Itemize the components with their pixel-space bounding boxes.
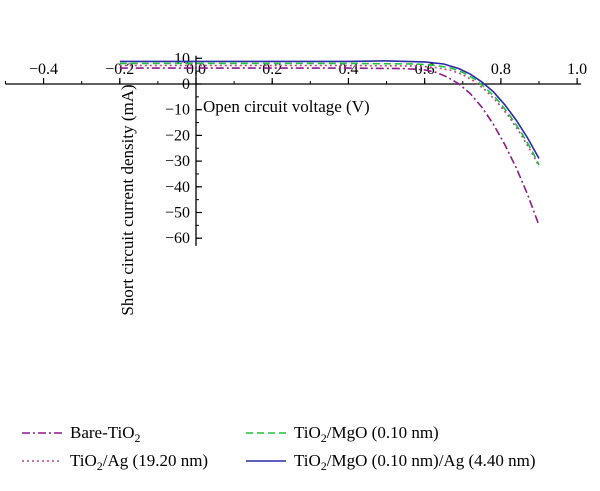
legend-label-1: TiO2/Ag (19.20 nm)	[70, 451, 208, 473]
y-axis-label: Short circuit current density (mA)	[118, 84, 137, 315]
x-tick-label: 0.2	[262, 61, 282, 78]
x-tick-label: −0.4	[29, 61, 58, 78]
legend-item-1: TiO2/Ag (19.20 nm)	[22, 451, 208, 473]
x-tick-label: 0.8	[491, 61, 511, 78]
series-layer	[119, 60, 540, 226]
y-tick-label: −60	[165, 230, 190, 247]
x-tick-group: −0.4 −0.2 0.0 0.2 0.4 0.6 0.8 1.0	[4, 61, 587, 84]
legend-item-3: TiO2/MgO (0.10 nm)/Ag (4.40 nm)	[246, 451, 536, 473]
y-tick-label: −20	[165, 127, 190, 144]
y-tick-label: −50	[165, 205, 190, 222]
legend-item-2: TiO2/MgO (0.10 nm)	[246, 423, 439, 445]
legend-label-3: TiO2/MgO (0.10 nm)/Ag (4.40 nm)	[294, 451, 536, 473]
x-tick-label: 1.0	[567, 61, 587, 78]
series-line-3	[119, 60, 540, 159]
axes	[5, 55, 582, 246]
legend-label-0: Bare-TiO2	[70, 423, 141, 445]
legend: Bare-TiO2 TiO2/Ag (19.20 nm) TiO2/MgO (0.1…	[22, 423, 536, 473]
x-tick-label: 0.4	[338, 61, 358, 78]
legend-label-2: TiO2/MgO (0.10 nm)	[294, 423, 439, 445]
y-tick-label: −40	[165, 179, 190, 196]
y-tick-label: −10	[165, 102, 190, 119]
y-tick-label: −30	[165, 153, 190, 170]
y-tick-group: 100−10−20−30−40−50−60	[165, 50, 202, 247]
legend-item-0: Bare-TiO2	[22, 423, 141, 445]
series-line-2	[119, 62, 540, 166]
y-tick-label: 0	[182, 76, 190, 93]
x-tick-label: −0.2	[105, 61, 134, 78]
x-axis-label: Open circuit voltage (V)	[203, 97, 370, 116]
